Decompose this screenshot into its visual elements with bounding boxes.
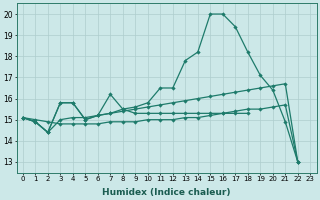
X-axis label: Humidex (Indice chaleur): Humidex (Indice chaleur) <box>102 188 231 197</box>
